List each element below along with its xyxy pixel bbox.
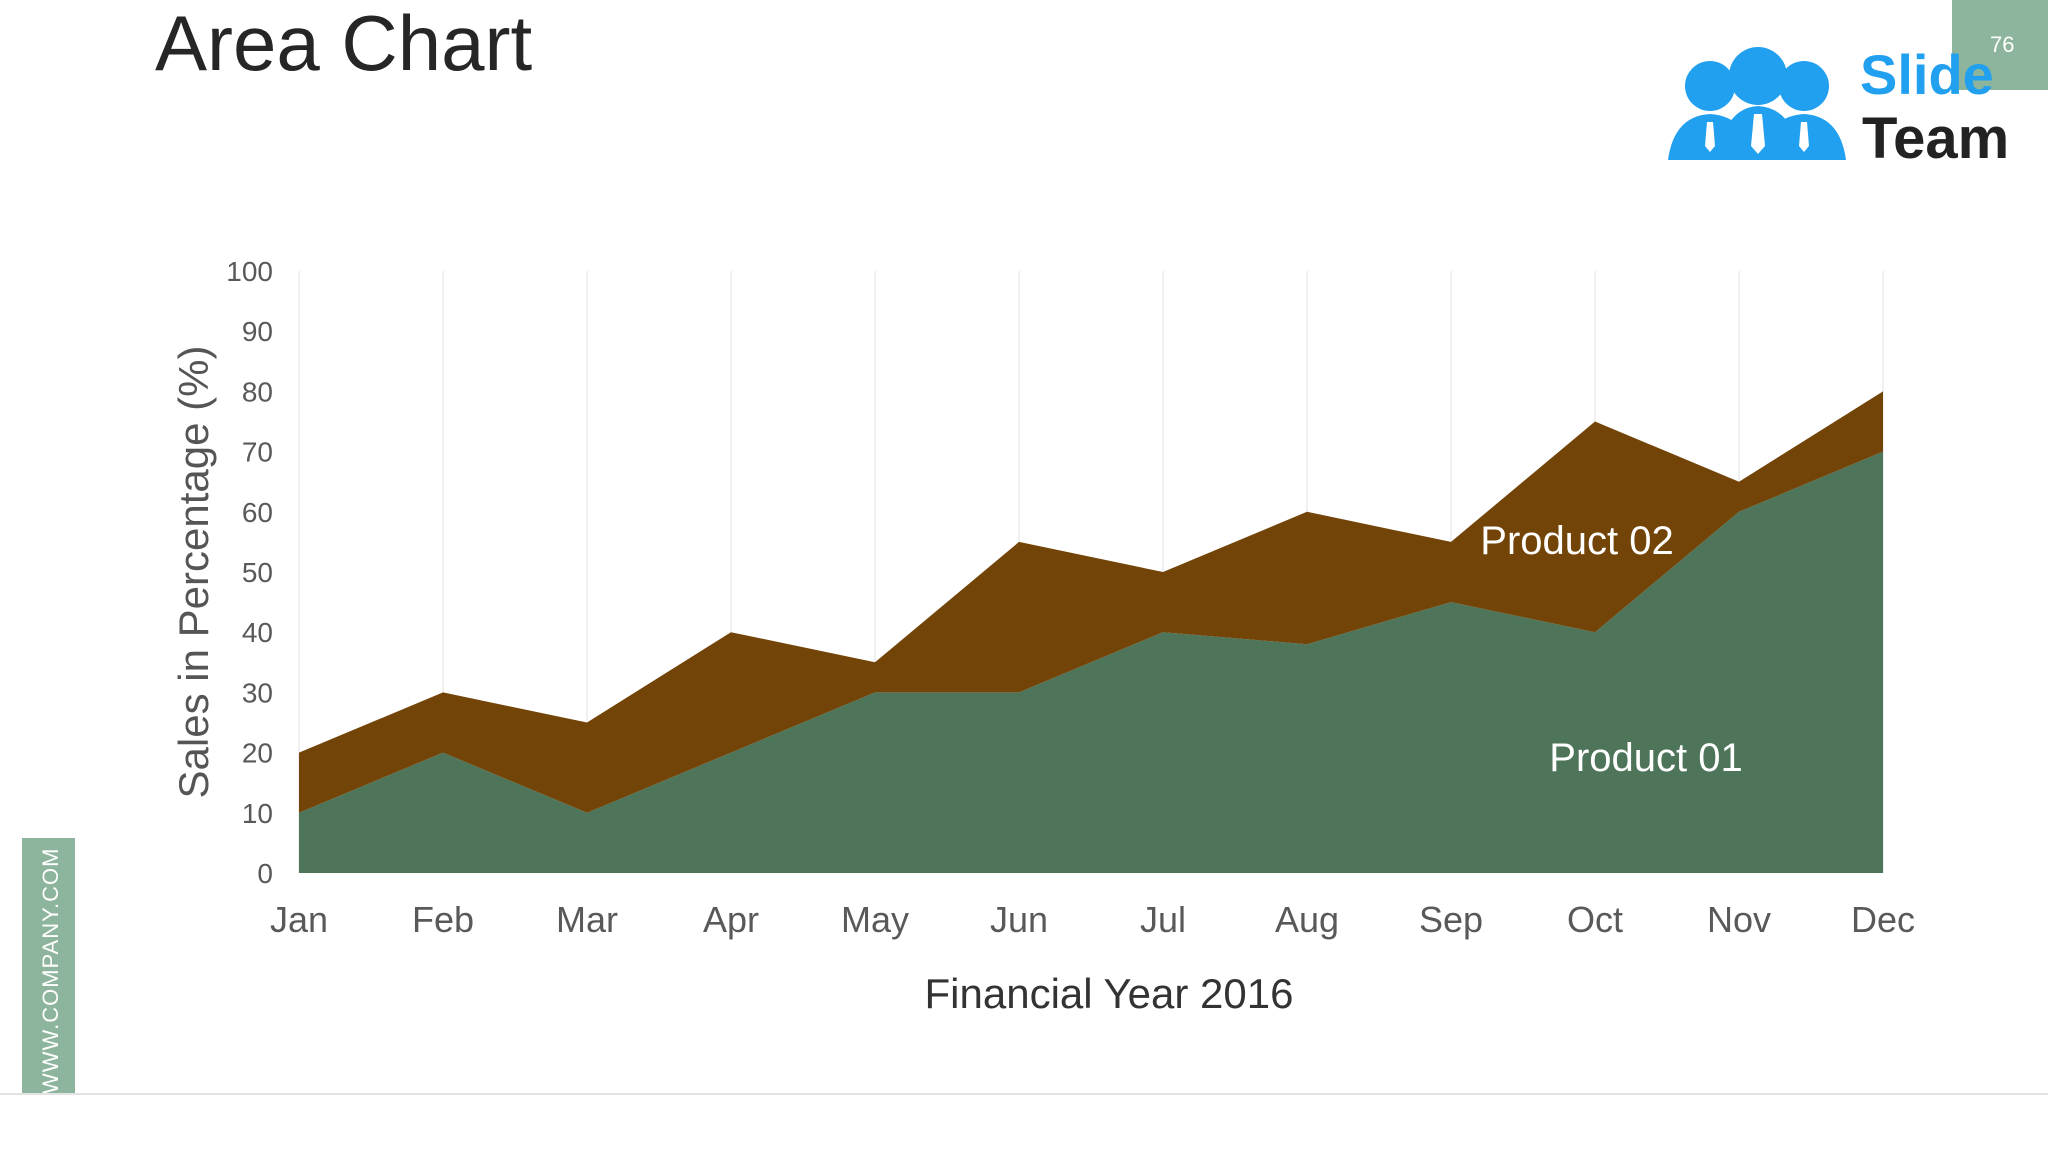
x-tick-label: May [841, 899, 909, 940]
footer-divider [0, 1093, 2048, 1095]
y-tick-label: 10 [242, 798, 273, 829]
y-tick-label: 100 [226, 256, 273, 287]
x-tick-label: Sep [1419, 899, 1483, 940]
x-tick-label: Dec [1851, 899, 1915, 940]
page-number-tab [1952, 0, 2048, 90]
area-product-01 [299, 451, 1883, 873]
area-series [299, 391, 1883, 873]
x-tick-label: Apr [703, 899, 759, 940]
y-tick-label: 40 [242, 617, 273, 648]
x-tick-label: Feb [412, 899, 474, 940]
series-label-product-01: Product 01 [1549, 736, 1742, 780]
x-tick-label: Jul [1140, 899, 1186, 940]
y-tick-label: 50 [242, 557, 273, 588]
y-axis-title: Sales in Percentage (%) [170, 346, 217, 799]
x-tick-label: Jan [270, 899, 328, 940]
y-tick-label: 70 [242, 437, 273, 468]
x-tick-label: Aug [1275, 899, 1339, 940]
page-number: 76 [1990, 32, 2015, 57]
y-tick-label: 60 [242, 497, 273, 528]
y-tick-label: 30 [242, 677, 273, 708]
x-tick-label: Nov [1707, 899, 1771, 940]
slideteam-logo: Slide Team [1668, 43, 2009, 168]
x-tick-label: Mar [556, 899, 618, 940]
y-tick-label: 80 [242, 376, 273, 407]
side-url-strip [22, 838, 75, 1094]
logo-word-slide: Slide [1860, 43, 1994, 106]
x-tick-label: Jun [990, 899, 1048, 940]
y-tick-label: 20 [242, 738, 273, 769]
slide-title: Area Chart [155, 0, 533, 87]
y-tick-label: 90 [242, 316, 273, 347]
y-tick-label: 0 [257, 858, 273, 889]
x-tick-label: Oct [1567, 899, 1623, 940]
x-axis-title: Financial Year 2016 [925, 970, 1294, 1017]
series-label-product-02: Product 02 [1480, 519, 1673, 563]
logo-word-team: Team [1862, 106, 2009, 168]
x-tick-labels: Jan Feb Mar Apr May Jun Jul Aug Sep Oct Nov Dec [270, 899, 1915, 940]
y-tick-labels: 0 10 20 30 40 50 60 70 80 90 100 [226, 256, 273, 889]
area-product-02 [299, 391, 1883, 813]
